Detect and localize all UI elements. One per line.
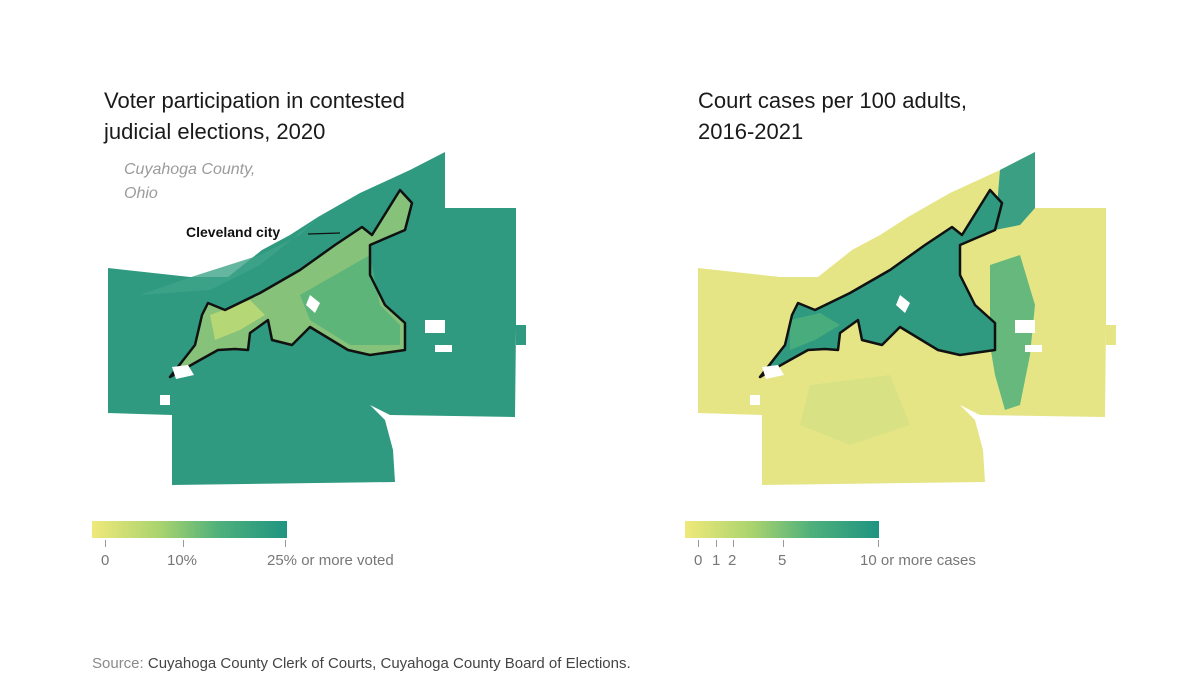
southwest-gap-white: [750, 395, 760, 405]
park-gap-white: [896, 295, 910, 313]
county-shape-east-tab: [1106, 325, 1116, 345]
right-legend-tick-0: [698, 540, 699, 547]
right-court-cases-map: [698, 152, 1116, 485]
east-gap-white: [425, 320, 445, 333]
east-gap-white-2: [435, 345, 452, 352]
county-subtitle-line1: Cuyahoga County,: [124, 161, 256, 178]
county-shape-east-tab: [516, 325, 526, 345]
right-map-title-line2: 2016-2021: [698, 119, 804, 144]
cleveland-city-label: Cleveland city: [186, 224, 281, 240]
left-legend-label-10: 10%: [167, 552, 198, 569]
river-gap-white: [172, 365, 194, 379]
source-note: Source: Cuyahoga County Clerk of Courts,…: [92, 655, 631, 672]
county-subtitle: Cuyahoga County, Ohio: [124, 158, 255, 206]
cleveland-city-boundary: [168, 188, 414, 379]
right-legend-label-10: 10 or more cases: [860, 552, 976, 569]
east-gap-white: [1015, 320, 1035, 333]
left-legend-tick-10: [183, 540, 184, 547]
left-legend-label-25: 25% or more voted: [267, 552, 394, 569]
left-map-title: Voter participation in contested judicia…: [104, 85, 405, 147]
right-map-title: Court cases per 100 adults, 2016-2021: [698, 85, 967, 147]
cleveland-city-boundary: [758, 188, 1004, 379]
east-gap-white-2: [1025, 345, 1042, 352]
left-legend-tick-0: [105, 540, 106, 547]
left-legend-tick-25: [285, 540, 286, 547]
park-gap-white: [306, 295, 320, 313]
river-gap-white: [762, 365, 784, 379]
south-scatter-shade: [800, 375, 910, 445]
city-east-shade: [300, 255, 400, 345]
right-legend-tick-2: [733, 540, 734, 547]
east-suburb-shade: [990, 255, 1035, 410]
left-legend-label-0: 0: [101, 552, 110, 569]
right-legend-label-0: 0: [694, 552, 703, 569]
right-legend-label-2: 2: [728, 552, 737, 569]
left-voter-participation-map: [108, 152, 526, 485]
right-legend-label-5: 5: [778, 552, 787, 569]
left-legend-color-bar: [92, 521, 287, 538]
source-text: Cuyahoga County Clerk of Courts, Cuyahog…: [147, 655, 631, 672]
right-legend-label-1: 1: [712, 552, 721, 569]
county-subtitle-line2: Ohio: [124, 185, 158, 202]
left-map-title-line1: Voter participation in contested: [104, 88, 405, 113]
lake-shore-tint: [140, 218, 318, 295]
city-label-leader: [307, 232, 341, 235]
right-legend-tick-1: [716, 540, 717, 547]
right-legend-tick-10: [878, 540, 879, 547]
source-prefix: Source:: [92, 655, 148, 672]
city-west-tint: [790, 313, 840, 350]
right-legend-tick-5: [783, 540, 784, 547]
right-map-title-line1: Court cases per 100 adults,: [698, 88, 968, 113]
southwest-gap-white: [160, 395, 170, 405]
right-legend-color-bar: [685, 521, 879, 538]
north-strip-shade: [995, 152, 1035, 230]
left-map-title-line2: judicial elections, 2020: [104, 119, 326, 144]
